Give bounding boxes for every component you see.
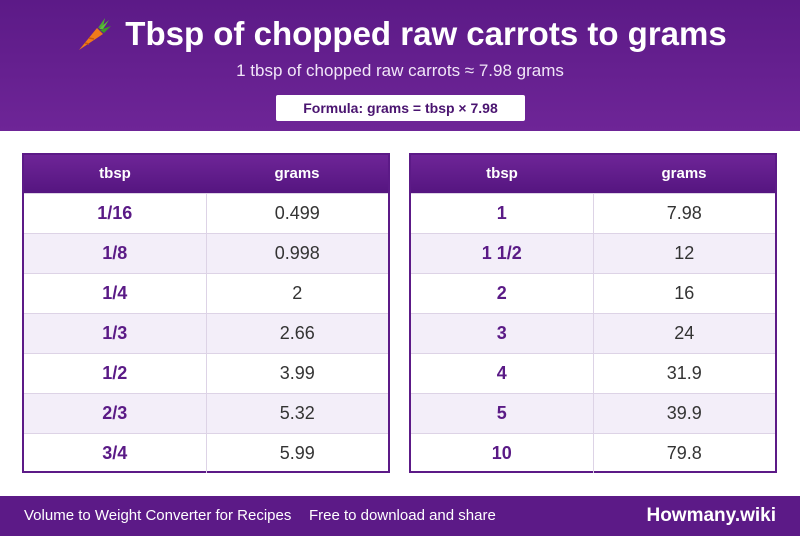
tbsp-cell: 2/3 <box>24 394 207 433</box>
grams-cell: 2.66 <box>279 323 315 343</box>
tbsp-cell: 1/3 <box>24 314 207 353</box>
grams-cell: 12 <box>674 243 695 263</box>
table-row: 5 39.9 <box>411 393 775 433</box>
header-banner: Tbsp of chopped raw carrots to grams 1 t… <box>0 0 800 131</box>
footer-share-text: Free to download and share <box>309 507 496 524</box>
table-row: 1 7.98 <box>411 193 775 233</box>
tbsp-cell: 1 1/2 <box>411 234 594 273</box>
grams-cell: 0.499 <box>274 203 320 223</box>
table-row: 4 31.9 <box>411 353 775 393</box>
grams-cell: 3.99 <box>279 363 315 383</box>
table-row: 2/3 5.32 <box>24 393 388 433</box>
table-row: 1 1/2 12 <box>411 233 775 273</box>
table-row: 10 79.8 <box>411 433 775 473</box>
page-subtitle: 1 tbsp of chopped raw carrots ≈ 7.98 gra… <box>236 61 564 80</box>
column-header-tbsp: tbsp <box>99 165 131 182</box>
tbsp-cell: 3 <box>411 314 594 353</box>
column-header-tbsp: tbsp <box>486 165 518 182</box>
tbsp-cell: 1 <box>411 194 594 233</box>
tbsp-cell: 10 <box>411 434 594 473</box>
tbsp-cell: 1/4 <box>24 274 207 313</box>
grams-cell: 31.9 <box>666 363 702 383</box>
table-row: 3 24 <box>411 313 775 353</box>
column-header-grams: grams <box>661 165 707 182</box>
tbsp-cell: 5 <box>411 394 594 433</box>
table-row: 1/4 2 <box>24 273 388 313</box>
page-title-wrap: Tbsp of chopped raw carrots to grams <box>0 14 800 54</box>
tbsp-cell: 2 <box>411 274 594 313</box>
table-row: 1/3 2.66 <box>24 313 388 353</box>
grams-cell: 5.99 <box>279 443 315 463</box>
tbsp-cell: 1/16 <box>24 194 207 233</box>
table-row: 2 16 <box>411 273 775 313</box>
carrot-icon <box>79 18 112 50</box>
grams-cell: 79.8 <box>666 443 702 463</box>
column-header-grams: grams <box>274 165 320 182</box>
footer-converter-text: Volume to Weight Converter for Recipes <box>24 507 292 524</box>
table-row: 3/4 5.99 <box>24 433 388 473</box>
table-row: 1/8 0.998 <box>24 233 388 273</box>
table-row: 1/16 0.499 <box>24 193 388 233</box>
grams-cell: 24 <box>674 323 695 343</box>
grams-cell: 2 <box>292 283 303 303</box>
table-header: tbsp grams <box>24 155 388 193</box>
grams-cell: 5.32 <box>279 403 315 423</box>
grams-cell: 7.98 <box>666 203 702 223</box>
grams-cell: 16 <box>674 283 695 303</box>
formula-badge: Formula: grams = tbsp × 7.98 <box>276 95 525 121</box>
page-title: Tbsp of chopped raw carrots to grams <box>125 15 727 52</box>
tbsp-cell: 3/4 <box>24 434 207 473</box>
tbsp-cell: 1/2 <box>24 354 207 393</box>
grams-cell: 39.9 <box>666 403 702 423</box>
table-row: 1/2 3.99 <box>24 353 388 393</box>
grams-cell: 0.998 <box>274 243 320 263</box>
table-header: tbsp grams <box>411 155 775 193</box>
conversion-table-right: tbsp grams 1 7.98 1 1/2 12 2 16 3 24 4 3… <box>409 153 777 473</box>
tbsp-cell: 1/8 <box>24 234 207 273</box>
brand-logo-text[interactable]: Howmany.wiki <box>646 505 776 526</box>
tbsp-cell: 4 <box>411 354 594 393</box>
footer-bar: Volume to Weight Converter for Recipes F… <box>0 496 800 536</box>
conversion-table-left: tbsp grams 1/16 0.499 1/8 0.998 1/4 2 1/… <box>22 153 390 473</box>
